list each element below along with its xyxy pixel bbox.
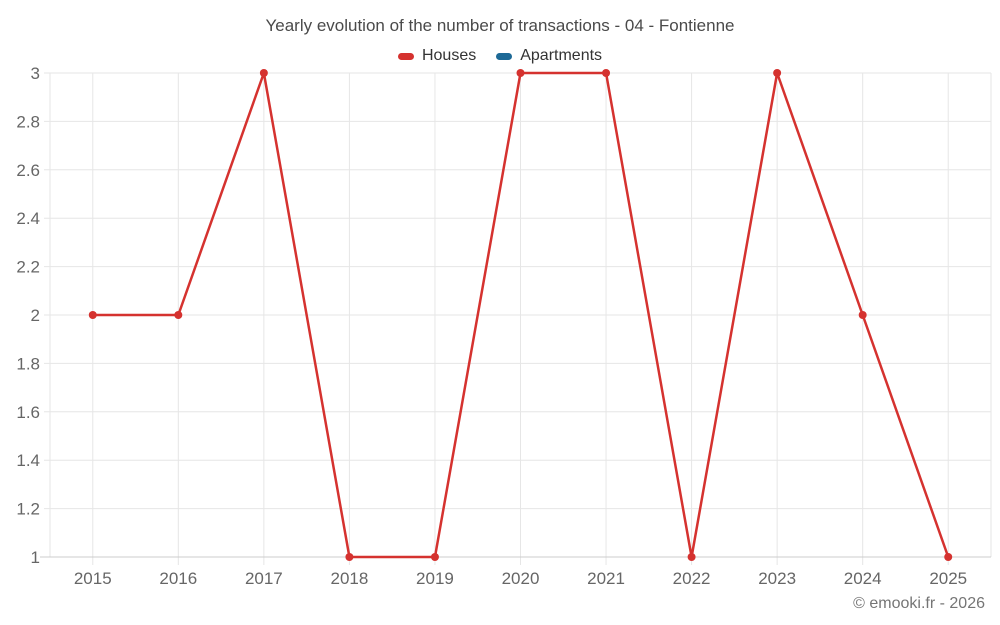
y-axis-label: 1 [31, 548, 40, 567]
data-point-houses-2018[interactable] [345, 553, 354, 561]
data-point-houses-2023[interactable] [773, 69, 782, 77]
y-axis-label: 1.6 [16, 403, 40, 422]
y-axis-label: 2.8 [16, 112, 40, 131]
legend-item-houses[interactable]: Houses [397, 47, 477, 65]
data-point-houses-2019[interactable] [430, 553, 439, 561]
legend-label-houses: Houses [421, 47, 477, 64]
x-axis-label: 2016 [159, 569, 197, 588]
x-axis-label: 2024 [844, 569, 882, 588]
data-point-houses-2022[interactable] [687, 553, 696, 561]
data-point-houses-2024[interactable] [858, 311, 867, 319]
chart-title: Yearly evolution of the number of transa… [265, 16, 735, 35]
data-point-houses-2021[interactable] [602, 69, 611, 77]
data-point-houses-2016[interactable] [174, 311, 183, 319]
x-axis-label: 2021 [587, 569, 625, 588]
x-axis-label: 2025 [929, 569, 967, 588]
x-axis-label: 2022 [673, 569, 711, 588]
x-axis-label: 2023 [758, 569, 796, 588]
y-axis-label: 2.2 [16, 258, 40, 277]
data-point-houses-2015[interactable] [88, 311, 97, 319]
y-axis-label: 2 [31, 306, 40, 325]
legend: Houses Apartments [0, 46, 1000, 66]
data-point-houses-2017[interactable] [259, 69, 268, 77]
y-axis-label: 1.4 [16, 451, 40, 470]
y-axis-label: 1.2 [16, 500, 40, 519]
legend-item-apartments[interactable]: Apartments [496, 47, 602, 65]
x-axis-label: 2019 [416, 569, 454, 588]
x-axis-label: 2017 [245, 569, 283, 588]
x-axis-label: 2015 [74, 569, 112, 588]
data-point-houses-2020[interactable] [516, 69, 525, 77]
legend-swatch-houses [397, 52, 414, 60]
y-axis-label: 2.6 [16, 161, 40, 180]
footer-credit: © emooki.fr - 2026 [853, 595, 985, 612]
y-axis-label: 3 [31, 64, 40, 83]
x-axis-label: 2020 [502, 569, 540, 588]
y-axis-label: 2.4 [16, 209, 40, 228]
x-axis-label: 2018 [330, 569, 368, 588]
y-axis-label: 1.8 [16, 354, 40, 373]
legend-swatch-apartments [496, 52, 513, 60]
data-point-houses-2025[interactable] [944, 553, 953, 561]
legend-label-apartments: Apartments [520, 47, 603, 64]
